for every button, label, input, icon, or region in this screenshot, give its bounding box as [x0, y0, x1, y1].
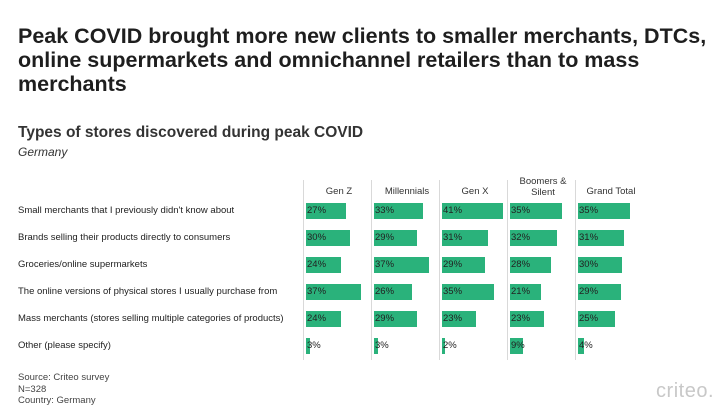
bar [442, 203, 503, 219]
column-separator [371, 180, 372, 360]
column-header: Gen X [461, 186, 489, 197]
bar [306, 203, 346, 219]
data-label: 35% [579, 205, 599, 216]
data-label: 3% [375, 340, 389, 351]
row-label: Mass merchants (stores selling multiple … [18, 313, 284, 324]
column-separator [439, 180, 440, 360]
footer-source: Source: Criteo survey [18, 372, 110, 383]
bar [578, 257, 623, 273]
footer: Source: Criteo survey N=328 Country: Ger… [18, 372, 109, 407]
bar [578, 311, 615, 327]
bar [578, 284, 621, 300]
bar [442, 284, 494, 300]
bar [510, 284, 541, 300]
bar [510, 230, 558, 246]
bar [510, 338, 524, 354]
data-label: 31% [443, 232, 463, 243]
data-label: 32% [511, 232, 531, 243]
data-label: 2% [443, 340, 457, 351]
data-label: 35% [511, 205, 531, 216]
row-label: Brands selling their products directly t… [18, 232, 231, 243]
bar [442, 311, 476, 327]
data-label: 37% [375, 259, 395, 270]
bar [306, 311, 342, 327]
bar [374, 311, 417, 327]
bar [578, 203, 630, 219]
bar [374, 257, 429, 273]
criteo-logo: criteo. [656, 380, 714, 402]
data-label: 4% [579, 340, 593, 351]
bar [374, 230, 417, 246]
data-label: 24% [307, 259, 327, 270]
bar [578, 230, 624, 246]
column-separator [303, 180, 304, 360]
data-label: 41% [443, 205, 463, 216]
data-label: 33% [375, 205, 395, 216]
data-label: 28% [511, 259, 531, 270]
bar [374, 284, 413, 300]
data-label: 23% [511, 313, 531, 324]
row-label: Other (please specify) [18, 340, 111, 351]
bar [510, 203, 562, 219]
data-label: 30% [307, 232, 327, 243]
data-label: 29% [375, 313, 395, 324]
data-label: 37% [307, 286, 327, 297]
data-label: 26% [375, 286, 395, 297]
bar [306, 257, 342, 273]
bar [442, 338, 445, 354]
row-label: Groceries/online supermarkets [18, 259, 148, 270]
column-header: Boomers & Silent [519, 176, 567, 198]
column-header: Millennials [384, 186, 430, 197]
row-label: The online versions of physical stores I… [18, 286, 278, 297]
data-label: 27% [307, 205, 327, 216]
row-label: Small merchants that I previously didn't… [18, 205, 235, 216]
data-label: 29% [375, 232, 395, 243]
bar [578, 338, 584, 354]
footer-sample-size: N=328 [18, 383, 47, 395]
data-label: 29% [579, 286, 599, 297]
column-header: Grand Total [586, 186, 636, 197]
data-label: 30% [579, 259, 599, 270]
data-label: 21% [511, 286, 531, 297]
bar [306, 230, 351, 246]
chart-title: Types of stores discovered during peak C… [18, 124, 364, 141]
chart-subtitle: Germany [18, 145, 68, 159]
bar [306, 284, 361, 300]
column-header: Gen Z [325, 186, 353, 197]
bar [510, 257, 552, 273]
bar [442, 257, 485, 273]
data-label: 31% [579, 232, 599, 243]
data-label: 9% [511, 340, 525, 351]
headline: Peak COVID brought more new clients to s… [18, 24, 707, 96]
bar [442, 230, 488, 246]
bar [306, 338, 311, 354]
data-label: 35% [443, 286, 463, 297]
bar [374, 203, 423, 219]
data-label: 25% [579, 313, 599, 324]
data-label: 29% [443, 259, 463, 270]
footer-country: Country: Germany [18, 395, 96, 406]
bar [374, 338, 379, 354]
data-label: 24% [307, 313, 327, 324]
column-separator [575, 180, 576, 360]
bar [510, 311, 544, 327]
data-label: 3% [307, 340, 321, 351]
data-label: 23% [443, 313, 463, 324]
column-separator [507, 180, 508, 360]
